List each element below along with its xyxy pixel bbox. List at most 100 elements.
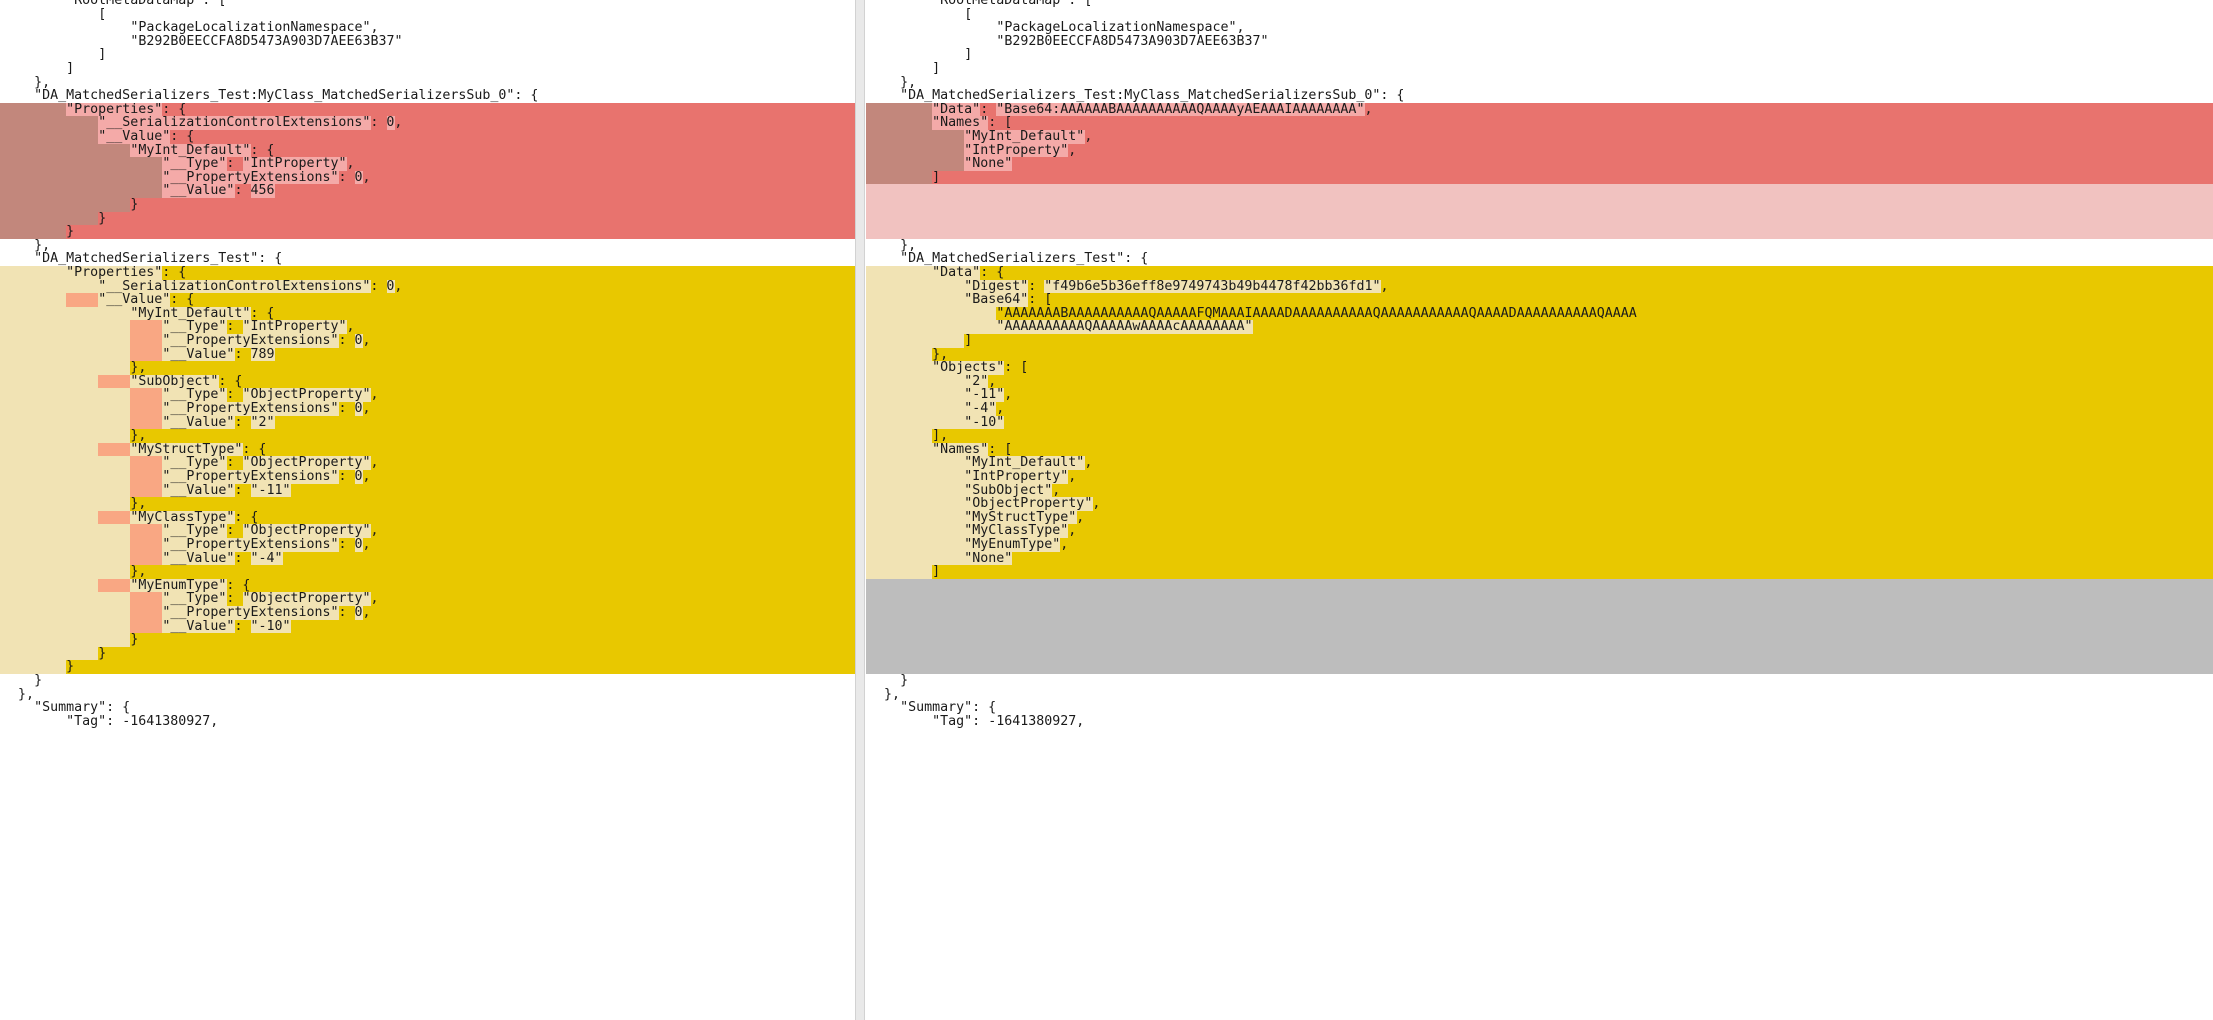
code-line[interactable]: }, (34, 74, 51, 90)
code-line[interactable]: "PackageLocalizationNamespace", (996, 20, 1245, 36)
code-line[interactable]: "Base64": [ (964, 292, 1053, 308)
code-line[interactable]: "AAAAAAAAAAQAAAAAwAAAAcAAAAAAAA" (996, 319, 1253, 335)
code-line[interactable]: ] (98, 47, 107, 63)
code-line[interactable]: "__Type": "IntProperty", (162, 319, 355, 335)
code-line[interactable]: } (98, 210, 107, 226)
code-line[interactable]: "DA_MatchedSerializers_Test:MyClass_Matc… (900, 88, 1405, 104)
right-pane-code[interactable]: "RootMetaDataMap": [[ "PackageLocalizatio… (866, 0, 2213, 1020)
code-line[interactable]: "MyStructType": { (130, 441, 267, 457)
code-line[interactable]: ] (66, 61, 75, 76)
code-line[interactable]: }, (900, 74, 917, 90)
code-line[interactable]: }, (932, 346, 949, 362)
code-line[interactable]: "MyInt_Default": { (130, 305, 275, 321)
code-line[interactable]: "Tag": -1641380927, (66, 713, 219, 729)
code-line[interactable]: "__Type": "ObjectProperty", (162, 523, 379, 539)
code-line[interactable]: "MyEnumType": { (130, 577, 251, 593)
code-line[interactable]: "DA_MatchedSerializers_Test:MyClass_Matc… (34, 88, 539, 104)
code-line[interactable]: "__PropertyExtensions": 0, (162, 169, 371, 185)
code-line[interactable]: } (130, 197, 139, 212)
code-line[interactable]: "Properties": { (66, 265, 187, 280)
code-line[interactable]: "__Value": 789 (162, 346, 275, 362)
code-line[interactable]: "-4", (964, 401, 1005, 416)
code-line[interactable]: "__Value": { (98, 129, 195, 144)
code-line[interactable]: "__Value": "-10" (162, 618, 291, 634)
code-line[interactable]: } (130, 632, 139, 648)
code-line[interactable]: [ (98, 6, 107, 22)
code-line[interactable]: "AAAAAAABAAAAAAAAAAQAAAAAFQMAAAIAAAADAAA… (996, 305, 1637, 321)
code-line[interactable]: "MyInt_Default", (964, 129, 1093, 144)
code-line[interactable]: "Summary": { (900, 700, 997, 716)
code-line[interactable]: "B292B0EECCFA8D5473A903D7AEE63B37" (996, 33, 1269, 49)
code-line[interactable]: "MyClassType": { (130, 509, 259, 525)
code-line[interactable]: "__Type": "ObjectProperty", (162, 591, 379, 607)
code-line[interactable]: "SubObject": { (130, 373, 243, 389)
code-line[interactable]: "__Value": "2" (162, 414, 275, 430)
code-line[interactable]: } (66, 659, 75, 675)
code-line[interactable]: "Data": { (932, 265, 1005, 280)
code-line[interactable]: }, (18, 686, 35, 702)
code-line[interactable]: }, (34, 237, 51, 253)
code-line[interactable]: "IntProperty", (964, 469, 1077, 484)
code-line[interactable]: "Summary": { (34, 700, 131, 716)
code-line[interactable]: "DA_MatchedSerializers_Test": { (900, 251, 1149, 267)
code-line[interactable]: ], (932, 428, 949, 444)
code-line[interactable]: "RootMetaDataMap": [ (66, 0, 227, 8)
code-line[interactable]: "ObjectProperty", (964, 496, 1101, 512)
pane-divider[interactable] (855, 0, 865, 1020)
code-line[interactable]: "__PropertyExtensions": 0, (162, 401, 371, 416)
code-line[interactable]: "__Type": "ObjectProperty", (162, 455, 379, 471)
code-line[interactable]: }, (130, 496, 147, 512)
code-line[interactable]: "MyEnumType", (964, 537, 1069, 552)
code-line[interactable]: "MyInt_Default": { (130, 142, 275, 158)
code-line[interactable]: }, (130, 428, 147, 444)
code-line[interactable]: "IntProperty", (964, 142, 1077, 158)
code-line[interactable]: "B292B0EECCFA8D5473A903D7AEE63B37" (130, 33, 403, 49)
code-line[interactable]: "MyStructType", (964, 509, 1085, 525)
code-line[interactable]: "__Value": "-4" (162, 550, 283, 566)
code-line[interactable]: "None" (964, 550, 1013, 566)
code-line[interactable]: "__Type": "ObjectProperty", (162, 387, 379, 403)
code-line[interactable]: "__SerializationControlExtensions": 0, (98, 278, 403, 294)
code-line[interactable]: } (34, 673, 43, 688)
right-diff-pane[interactable]: "RootMetaDataMap": [[ "PackageLocalizatio… (866, 0, 2213, 1020)
code-line[interactable]: }, (884, 686, 901, 702)
code-line[interactable]: "__SerializationControlExtensions": 0, (98, 115, 403, 131)
code-line[interactable]: "RootMetaDataMap": [ (932, 0, 1093, 8)
left-diff-pane[interactable]: "RootMetaDataMap": [[ "PackageLocalizatio… (0, 0, 855, 1020)
code-line[interactable]: "SubObject", (964, 482, 1061, 498)
code-line[interactable]: "__PropertyExtensions": 0, (162, 333, 371, 348)
code-line[interactable]: } (66, 224, 75, 240)
left-pane-code[interactable]: "RootMetaDataMap": [[ "PackageLocalizatio… (0, 0, 855, 1020)
code-line[interactable]: "-10" (964, 414, 1005, 430)
code-line[interactable]: }, (900, 237, 917, 253)
code-line[interactable]: "PackageLocalizationNamespace", (130, 20, 379, 36)
code-line[interactable]: "__Value": { (98, 292, 195, 308)
code-line[interactable]: "None" (964, 156, 1013, 172)
code-line[interactable]: ] (964, 47, 973, 63)
code-line[interactable]: "MyClassType", (964, 523, 1077, 539)
code-line[interactable]: "Objects": [ (932, 360, 1029, 376)
code-line[interactable]: ] (932, 61, 941, 76)
code-line[interactable]: "DA_MatchedSerializers_Test": { (34, 251, 283, 267)
code-line[interactable]: } (98, 645, 107, 661)
code-line[interactable]: "Properties": { (66, 101, 187, 117)
code-line[interactable]: ] (964, 333, 973, 348)
code-line[interactable]: "Digest": "f49b6e5b36eff8e9749743b49b447… (964, 278, 1389, 294)
code-line[interactable]: ] (932, 169, 941, 185)
code-line[interactable]: }, (130, 564, 147, 580)
code-line[interactable]: "-11", (964, 387, 1013, 403)
code-line[interactable]: "Tag": -1641380927, (932, 713, 1085, 729)
code-line[interactable]: "__PropertyExtensions": 0, (162, 537, 371, 552)
code-line[interactable]: "__PropertyExtensions": 0, (162, 605, 371, 620)
code-line[interactable]: "2", (964, 373, 997, 389)
code-line[interactable]: "Names": [ (932, 441, 1013, 457)
code-line[interactable]: } (900, 673, 909, 688)
code-line[interactable]: "Data": "Base64:AAAAAABAAAAAAAAAAQAAAAyA… (932, 101, 1373, 117)
code-line[interactable]: "__PropertyExtensions": 0, (162, 469, 371, 484)
code-line[interactable]: }, (130, 360, 147, 376)
code-line[interactable]: "MyInt_Default", (964, 455, 1093, 471)
code-line[interactable]: ] (932, 564, 941, 580)
code-line[interactable]: "__Value": "-11" (162, 482, 291, 498)
code-line[interactable]: "Names": [ (932, 115, 1013, 131)
code-line[interactable]: [ (964, 6, 973, 22)
